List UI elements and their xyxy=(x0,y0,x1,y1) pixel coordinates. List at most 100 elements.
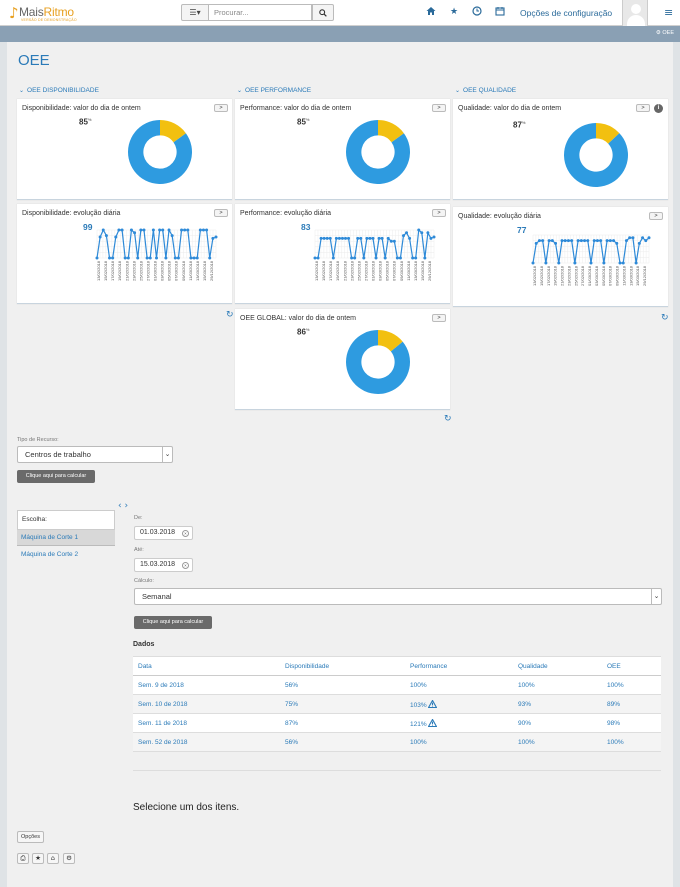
cell-text[interactable]: Sem. 52 de 2018 xyxy=(138,738,188,746)
table-row[interactable]: Sem. 9 de 2018 56% 100% 100% 100% xyxy=(133,675,661,695)
expand-button[interactable]: > xyxy=(432,314,446,322)
data-point xyxy=(395,256,399,260)
x-tick-label: 13/02/2018 xyxy=(96,260,101,281)
data-point xyxy=(145,256,149,260)
avatar[interactable] xyxy=(622,0,648,26)
column-header[interactable]: OEE xyxy=(602,656,661,676)
table-cell: 56% xyxy=(280,675,405,695)
cell-text: 103% xyxy=(410,701,427,709)
info-icon[interactable]: i xyxy=(654,104,663,113)
home-icon[interactable]: ⌂ xyxy=(47,853,59,864)
clear-icon[interactable]: × xyxy=(182,530,189,537)
to-date-value: 15.03.2018 xyxy=(140,561,176,568)
x-tick-label: 07/03/2018 xyxy=(392,260,397,281)
table-row[interactable]: Sem. 52 de 2018 56% 100% 100% 100% xyxy=(133,732,661,752)
breadcrumb[interactable]: ⚙ OEE xyxy=(655,30,674,36)
x-tick-label: 07/03/2018 xyxy=(608,265,613,286)
chevron-right-icon[interactable]: › xyxy=(124,501,129,511)
x-tick-label: 15/03/2018 xyxy=(420,260,425,281)
expand-button[interactable]: > xyxy=(649,212,663,220)
calculate-button[interactable]: Clique aqui para calcular xyxy=(17,470,95,483)
table-row[interactable]: Sem. 11 de 2018 87% 121% 90% 98% xyxy=(133,713,661,733)
page-title: OEE xyxy=(18,52,50,69)
list-item[interactable]: Máquina de Corte 1 xyxy=(17,530,115,546)
table-header-row: Data Disponibilidade Performance Qualida… xyxy=(133,656,661,676)
data-point xyxy=(365,236,369,240)
clear-icon[interactable]: × xyxy=(182,562,189,569)
refresh-icon[interactable]: ↻ xyxy=(661,313,669,323)
expand-button[interactable]: > xyxy=(432,209,446,217)
x-tick-label: 23/02/2018 xyxy=(566,265,571,286)
data-point xyxy=(98,235,102,239)
options-button[interactable]: Opções xyxy=(17,831,44,843)
data-point xyxy=(405,231,409,235)
to-date-field[interactable]: 15.03.2018 × xyxy=(134,558,193,572)
section-quality[interactable]: ⌄ OEE QUALIDADE xyxy=(455,87,517,94)
data-point xyxy=(605,239,609,243)
list-view-button[interactable]: ☰▾ xyxy=(181,4,209,21)
x-tick-label: 29/12/2018 xyxy=(642,265,647,286)
warning-icon[interactable] xyxy=(427,699,437,708)
donut-slice-rest xyxy=(378,330,403,352)
data-point xyxy=(647,236,651,240)
table-cell: 87% xyxy=(280,713,405,733)
search-input[interactable] xyxy=(209,4,312,21)
data-point xyxy=(570,239,574,243)
menu-icon[interactable]: ≡ xyxy=(664,6,674,19)
table-row[interactable]: Sem. 10 de 2018 75% 103% 93% 89% xyxy=(133,694,661,714)
search-button[interactable] xyxy=(312,4,334,21)
data-point xyxy=(120,228,124,232)
x-tick-label: 23/02/2018 xyxy=(349,260,354,281)
cell-text[interactable]: Sem. 11 de 2018 xyxy=(138,719,188,727)
warning-icon[interactable] xyxy=(427,718,437,727)
column-header[interactable]: Disponibilidade xyxy=(280,656,405,676)
card-title: OEE GLOBAL: valor do dia de ontem xyxy=(240,315,356,322)
list-item[interactable]: Máquina de Corte 2 xyxy=(21,551,79,558)
calculate-button-2[interactable]: Clique aqui para calcular xyxy=(134,616,212,629)
data-point xyxy=(164,256,168,260)
data-point xyxy=(392,239,396,243)
card-title: Disponibilidade: valor do dia de ontem xyxy=(22,105,141,112)
expand-button[interactable]: > xyxy=(432,104,446,112)
refresh-icon[interactable]: ↻ xyxy=(226,310,234,320)
refresh-icon[interactable]: ↻ xyxy=(444,414,452,424)
x-tick-label: 09/03/2018 xyxy=(181,260,186,281)
logo[interactable]: ♪ MaisRitmo VERSÃO DE DEMONSTRAÇÃO xyxy=(9,4,89,24)
resource-type-select[interactable]: Centros de trabalho ⌄ xyxy=(17,446,173,463)
expand-button[interactable]: > xyxy=(214,209,228,217)
settings-link[interactable]: Opções de configuração xyxy=(520,8,613,18)
donut-slice-rest xyxy=(378,120,404,143)
x-tick-label: 13/02/2018 xyxy=(314,260,319,281)
card-title: Qualidade: evolução diária xyxy=(458,213,541,220)
expand-button[interactable]: > xyxy=(636,104,650,112)
section-availability[interactable]: ⌄ OEE DISPONIBILIDADE xyxy=(19,87,99,94)
data-point xyxy=(557,261,561,265)
data-point xyxy=(313,256,317,260)
clock-icon[interactable] xyxy=(471,6,483,18)
column-header[interactable]: Performance xyxy=(405,656,513,676)
data-point xyxy=(644,239,648,243)
cell-text[interactable]: Sem. 10 de 2018 xyxy=(138,700,188,708)
cell-text[interactable]: Sem. 9 de 2018 xyxy=(138,681,184,689)
donut-slice-main xyxy=(564,123,628,187)
calculation-select[interactable]: Semanal ⌄ xyxy=(134,588,662,605)
x-tick-label: 11/03/2018 xyxy=(406,260,411,280)
expand-button[interactable]: > xyxy=(214,104,228,112)
column-header[interactable]: Data xyxy=(133,656,280,676)
home-icon[interactable] xyxy=(425,6,437,18)
gear-icon[interactable]: ⚙ xyxy=(63,853,75,864)
column-header[interactable]: Qualidade xyxy=(513,656,602,676)
from-date-field[interactable]: 01.03.2018 × xyxy=(134,526,193,540)
data-point xyxy=(624,239,628,243)
table-cell: 90% xyxy=(513,713,602,733)
star-icon[interactable]: ★ xyxy=(32,853,44,864)
data-point xyxy=(386,236,390,240)
star-icon[interactable]: ★ xyxy=(449,7,459,17)
calendar-icon[interactable] xyxy=(494,6,506,18)
data-point xyxy=(183,228,187,232)
pagination-arrows[interactable]: ‹ › xyxy=(118,501,128,511)
chevron-left-icon[interactable]: ‹ xyxy=(118,501,122,511)
section-performance[interactable]: ⌄ OEE PERFORMANCE xyxy=(237,87,312,94)
print-icon[interactable]: ⎙ xyxy=(17,853,29,864)
table-cell: 100% xyxy=(405,732,513,752)
